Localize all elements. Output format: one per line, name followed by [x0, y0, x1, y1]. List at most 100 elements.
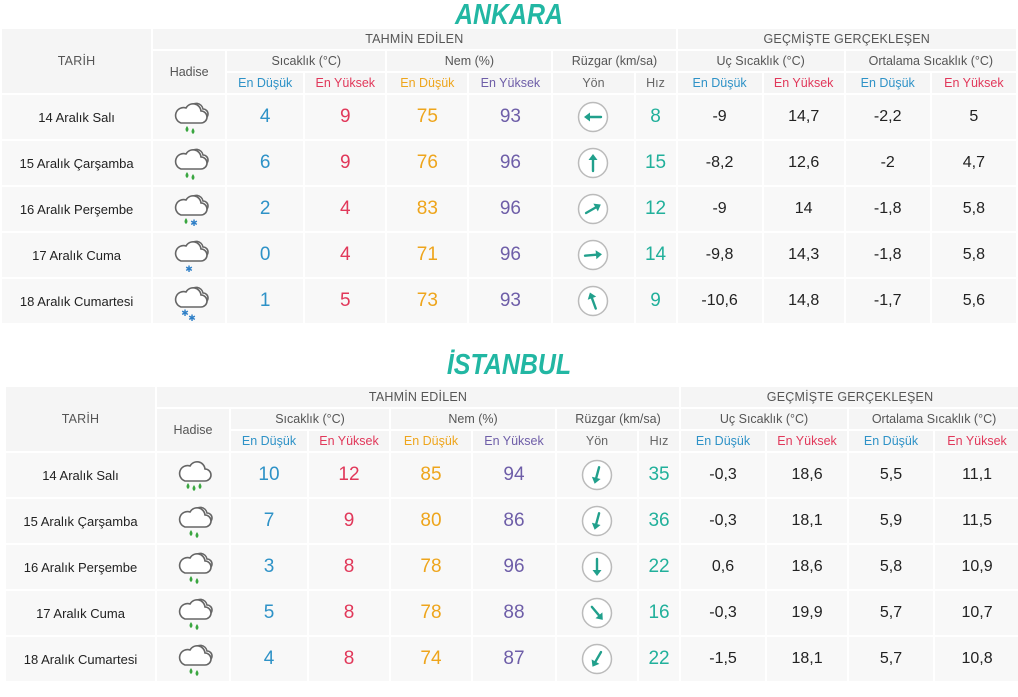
row-date: 18 Aralık Cumartesi	[0, 277, 154, 325]
row-date: 17 Aralık Cuma	[4, 589, 157, 637]
average-low: 5,7	[847, 635, 936, 683]
header-forecast: TAHMİN EDİLEN	[154, 385, 682, 409]
extreme-high: 18,1	[765, 497, 850, 545]
extreme-high: 18,1	[765, 635, 850, 683]
average-high: 5,6	[929, 277, 1018, 325]
average-high: 10,8	[933, 635, 1018, 683]
table-row: 16 Aralık Perşembe ✱ 2 4 83 96 12 -9 14 …	[0, 185, 1018, 233]
wind-direction-icon	[551, 139, 636, 187]
extreme-high: 14,3	[761, 231, 846, 279]
average-high: 10,7	[933, 589, 1018, 637]
wind-direction-icon	[551, 93, 636, 141]
header-temp-low: En Düşük	[225, 71, 306, 95]
cloud-heavy-rain-icon	[155, 451, 231, 499]
header-wind-speed: Hız	[633, 71, 678, 95]
forecast-table: TARİH TAHMİN EDİLEN GEÇMİŞTE GERÇEKLEŞEN…	[4, 385, 1018, 683]
cloud-rain-icon	[155, 543, 231, 591]
header-avg-low: En Düşük	[843, 71, 932, 95]
temp-high: 8	[307, 635, 391, 683]
city-title: İSTANBUL	[446, 349, 572, 381]
header-wind: Rüzgar (km/sa)	[551, 49, 678, 73]
average-high: 10,9	[933, 543, 1018, 591]
header-ext-high: En Yüksek	[765, 429, 850, 453]
wind-speed: 8	[633, 93, 678, 141]
average-high: 4,7	[929, 139, 1018, 187]
average-low: -1,8	[843, 231, 932, 279]
header-hum-low: En Düşük	[385, 71, 470, 95]
row-date: 14 Aralık Salı	[0, 93, 154, 141]
header-hum-low: En Düşük	[389, 429, 473, 453]
cloud-rain-icon	[151, 93, 228, 141]
header-humidity: Nem (%)	[389, 407, 557, 431]
humidity-high: 96	[471, 543, 557, 591]
wind-speed: 36	[636, 497, 682, 545]
temp-low: 0	[225, 231, 306, 279]
temp-low: 1	[225, 277, 306, 325]
header-temperature: Sıcaklık (°C)	[225, 49, 388, 73]
header-condition: Hadise	[155, 407, 231, 453]
header-avg-low: En Düşük	[847, 429, 936, 453]
humidity-low: 78	[389, 543, 473, 591]
humidity-low: 75	[385, 93, 470, 141]
temp-high: 4	[303, 185, 388, 233]
table-row: 15 Aralık Çarşamba 7 9 80 86 36 -0,3 18,…	[4, 497, 1018, 545]
extreme-high: 14,8	[761, 277, 846, 325]
temp-high: 9	[303, 93, 388, 141]
average-low: -2	[843, 139, 932, 187]
humidity-low: 80	[389, 497, 473, 545]
temp-high: 8	[307, 589, 391, 637]
table-row: 18 Aralık Cumartesi 4 8 74 87 22 -1,5 18…	[4, 635, 1018, 683]
extreme-high: 18,6	[765, 451, 850, 499]
svg-text:✱: ✱	[185, 265, 193, 275]
header-avg-high: En Yüksek	[929, 71, 1018, 95]
average-low: -1,8	[843, 185, 932, 233]
humidity-high: 93	[467, 277, 554, 325]
average-low: -1,7	[843, 277, 932, 325]
header-hum-high: En Yüksek	[471, 429, 557, 453]
humidity-high: 96	[467, 139, 554, 187]
table-row: 17 Aralık Cuma 5 8 78 88 16 -0,3 19,9 5,…	[4, 589, 1018, 637]
wind-direction-icon	[555, 451, 639, 499]
table-row: 17 Aralık Cuma ✱ 0 4 71 96 14 -9,8 14,3 …	[0, 231, 1018, 279]
cloud-rain-icon	[155, 635, 231, 683]
humidity-high: 88	[471, 589, 557, 637]
svg-text:✱: ✱	[190, 219, 198, 229]
humidity-high: 96	[467, 185, 554, 233]
extreme-high: 14,7	[761, 93, 846, 141]
temp-low: 10	[229, 451, 309, 499]
extreme-low: -0,3	[679, 589, 768, 637]
header-past: GEÇMİŞTE GERÇEKLEŞEN	[675, 27, 1018, 51]
row-date: 15 Aralık Çarşamba	[0, 139, 154, 187]
average-high: 5	[929, 93, 1018, 141]
extreme-high: 14	[761, 185, 846, 233]
table-row: 14 Aralık Salı 10 12 85 94 35 -0,3 18,6 …	[4, 451, 1018, 499]
header-forecast: TAHMİN EDİLEN	[151, 27, 678, 51]
header-wind-direction: Yön	[551, 71, 636, 95]
cloud-snow-icon: ✱	[151, 231, 228, 279]
average-low: 5,8	[847, 543, 936, 591]
header-temp-high: En Yüksek	[303, 71, 388, 95]
temp-high: 5	[303, 277, 388, 325]
header-wind-speed: Hız	[636, 429, 682, 453]
humidity-high: 96	[467, 231, 554, 279]
average-low: 5,7	[847, 589, 936, 637]
header-humidity: Nem (%)	[385, 49, 554, 73]
humidity-low: 83	[385, 185, 470, 233]
wind-speed: 12	[633, 185, 678, 233]
table-row: 18 Aralık Cumartesi ✱ ✱ 1 5 73 93 9 -10,6…	[0, 277, 1018, 325]
header-extreme-temp: Uç Sıcaklık (°C)	[679, 407, 850, 431]
extreme-low: -0,3	[679, 497, 768, 545]
header-temp-low: En Düşük	[229, 429, 309, 453]
temp-low: 4	[225, 93, 306, 141]
cloud-rain-icon	[155, 589, 231, 637]
wind-speed: 14	[633, 231, 678, 279]
row-date: 17 Aralık Cuma	[0, 231, 154, 279]
humidity-high: 87	[471, 635, 557, 683]
cloud-rain-icon	[155, 497, 231, 545]
temp-low: 2	[225, 185, 306, 233]
average-low: -2,2	[843, 93, 932, 141]
extreme-high: 19,9	[765, 589, 850, 637]
row-date: 14 Aralık Salı	[4, 451, 157, 499]
humidity-low: 73	[385, 277, 470, 325]
humidity-high: 94	[471, 451, 557, 499]
